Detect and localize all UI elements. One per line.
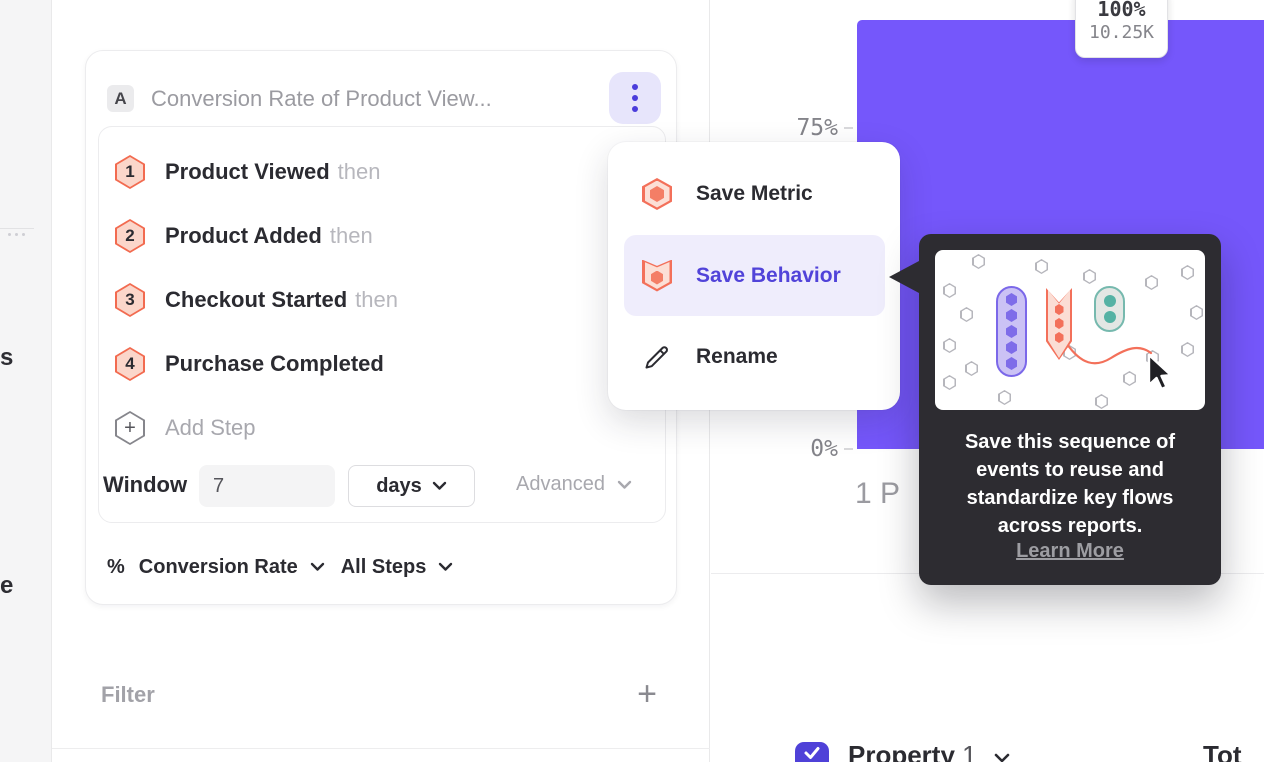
bar-percent-value: 100% [1097,0,1146,21]
filter-section: Filter + [101,675,661,714]
steps-scope-dropdown-label[interactable]: All Steps [340,555,427,578]
legend-row: Property 1 Tot [710,740,1264,762]
add-filter-button[interactable]: + [637,675,657,713]
left-sidebar: s e [0,0,52,762]
step-number-hexagon-icon: 3 [115,283,145,317]
chevron-down-icon [432,481,447,491]
tooltip-message: Save this sequence of events to reuse an… [964,431,1176,537]
add-step-button[interactable]: + Add Step [115,396,256,460]
step-connector: then [329,223,373,248]
measurement-row: % Conversion Rate All Steps [107,549,453,585]
legend-total-column-label: Tot [1203,740,1242,762]
chevron-down-icon [994,753,1010,762]
pencil-icon [642,341,672,373]
section-divider [52,748,710,749]
ellipsis-icon [8,233,11,236]
legend-checkbox[interactable] [795,742,829,762]
menu-item-rename[interactable]: Rename [624,329,885,385]
step-event-name: Product Added [165,223,322,248]
series-context-menu: Save Metric Save Behavior Rename [608,142,900,410]
funnel-step-2[interactable]: 2 Product Added then [115,204,373,268]
add-step-hexagon-icon: + [115,411,145,445]
y-tick-mark [844,127,853,129]
percent-icon: % [107,555,125,578]
advanced-dropdown[interactable]: Advanced [516,473,632,496]
window-unit-select[interactable]: days [348,465,475,507]
menu-item-save-metric[interactable]: Save Metric [624,166,885,222]
behavior-illustration [935,250,1205,410]
window-label: Window [103,472,188,497]
funnel-step-4[interactable]: 4 Purchase Completed [115,332,384,396]
connector-squiggle [1065,342,1153,365]
step-connector: then [355,287,398,312]
y-axis-tick-0: 0% [810,436,838,462]
orange-behavior-shape [1046,288,1072,360]
metric-dropdown-label[interactable]: Conversion Rate [138,555,298,578]
checkmark-icon [804,747,820,759]
chevron-down-icon [438,562,453,572]
menu-item-label: Rename [696,345,778,368]
y-axis-tick-75: 75% [796,115,838,141]
purple-sequence-pill [996,286,1027,377]
step-connector: then [337,159,381,184]
step-event-name: Product Viewed [165,159,330,184]
series-menu-button[interactable] [609,72,661,124]
step-event-name: Checkout Started [165,287,348,312]
legend-property-dropdown[interactable]: Property 1 [848,740,1010,762]
chevron-down-icon [617,480,632,490]
legend-property-label: Property [848,740,955,762]
conversion-window-row: Window days Advanced [103,464,663,508]
sidebar-divider [0,228,34,229]
menu-item-label: Save Behavior [696,263,841,287]
filter-label: Filter [101,682,155,707]
steps-card: 1 Product Viewed then 2 Product Added th… [98,126,666,523]
bar-value-tooltip: 100% 10.25K [1075,0,1168,58]
metric-hexagon-icon [642,178,672,210]
teal-group-pill [1094,286,1125,332]
funnel-step-1[interactable]: 1 Product Viewed then [115,140,380,204]
window-unit-value: days [376,474,422,497]
chevron-down-icon [310,562,325,572]
y-tick-mark [844,448,853,450]
step-event-name: Purchase Completed [165,351,384,376]
series-title: Conversion Rate of Product View... [151,86,492,111]
kebab-menu-icon [632,95,638,101]
series-card: A Conversion Rate of Product View... 1 P… [85,50,677,605]
bar-count-value: 10.25K [1088,22,1155,43]
save-behavior-tooltip: Save this sequence of events to reuse an… [889,234,1221,585]
window-value-input[interactable] [199,465,335,507]
learn-more-link[interactable]: Learn More [1016,540,1124,562]
step-number-hexagon-icon: 4 [115,347,145,381]
x-axis-category-label: 1 P [855,477,901,510]
step-number-hexagon-icon: 2 [115,219,145,253]
series-badge: A [107,85,134,112]
mouse-cursor-icon [1147,353,1173,391]
menu-item-save-behavior[interactable]: Save Behavior [624,235,885,316]
advanced-label: Advanced [516,473,605,495]
sidebar-item-partial-bottom: e [0,572,14,599]
query-panel: A Conversion Rate of Product View... 1 P… [52,0,710,762]
sidebar-item-partial-top: s [0,344,14,371]
behavior-bookmark-icon [642,259,672,292]
legend-property-number: 1 [962,740,977,762]
menu-item-label: Save Metric [696,182,813,205]
add-step-label: Add Step [165,415,256,440]
step-number-hexagon-icon: 1 [115,155,145,189]
funnel-step-3[interactable]: 3 Checkout Started then [115,268,398,332]
tooltip-arrow [889,261,919,293]
